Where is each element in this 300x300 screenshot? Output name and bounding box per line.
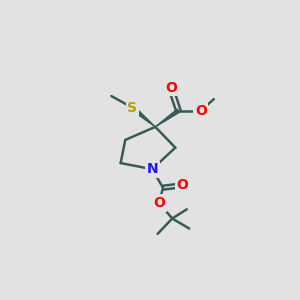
Text: O: O (176, 178, 188, 192)
Polygon shape (155, 109, 179, 127)
Text: S: S (127, 100, 137, 115)
Text: N: N (146, 162, 158, 176)
Text: O: O (165, 81, 177, 94)
Text: O: O (195, 104, 207, 118)
Polygon shape (131, 106, 155, 127)
Text: O: O (153, 196, 165, 210)
